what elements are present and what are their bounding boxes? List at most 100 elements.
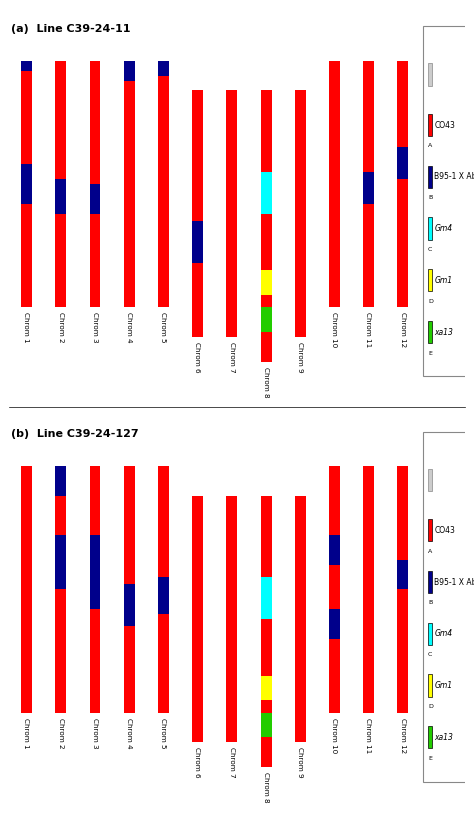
- Bar: [428, 675, 432, 696]
- Bar: [261, 308, 272, 332]
- Text: B: B: [428, 195, 432, 200]
- Bar: [124, 466, 135, 585]
- Text: xa13: xa13: [434, 733, 453, 742]
- Text: xa13: xa13: [434, 327, 453, 337]
- Bar: [124, 61, 135, 80]
- Text: Chrom 5: Chrom 5: [160, 313, 166, 343]
- Text: Chrom 12: Chrom 12: [400, 313, 406, 347]
- Bar: [90, 466, 100, 535]
- Bar: [124, 80, 135, 308]
- Text: B95-1 X Abhaya: B95-1 X Abhaya: [434, 172, 474, 181]
- Bar: [428, 64, 432, 85]
- Bar: [158, 76, 169, 308]
- Bar: [55, 61, 66, 179]
- Bar: [398, 61, 409, 147]
- Bar: [261, 577, 272, 619]
- Text: C: C: [428, 247, 432, 252]
- Bar: [261, 676, 272, 700]
- Bar: [295, 90, 306, 337]
- Bar: [55, 466, 66, 495]
- Text: Gm4: Gm4: [434, 224, 453, 233]
- Bar: [158, 466, 169, 577]
- Text: B95-1 X Abhaya: B95-1 X Abhaya: [434, 577, 474, 586]
- Bar: [158, 61, 169, 76]
- Bar: [21, 466, 32, 713]
- Bar: [261, 619, 272, 676]
- Bar: [124, 626, 135, 713]
- Bar: [428, 571, 432, 593]
- Bar: [227, 90, 237, 337]
- Bar: [261, 90, 272, 172]
- Bar: [158, 614, 169, 713]
- Bar: [261, 270, 272, 295]
- Text: B: B: [428, 600, 432, 605]
- Text: D: D: [428, 704, 433, 709]
- Bar: [261, 213, 272, 270]
- Bar: [363, 172, 374, 204]
- Text: C: C: [428, 653, 432, 657]
- Text: (a)  Line C39-24-11: (a) Line C39-24-11: [11, 24, 131, 34]
- Bar: [90, 184, 100, 213]
- Text: Chrom 3: Chrom 3: [92, 718, 98, 748]
- Text: Chrom 4: Chrom 4: [126, 718, 132, 748]
- Text: (b)  Line C39-24-127: (b) Line C39-24-127: [11, 429, 139, 439]
- Bar: [428, 469, 432, 490]
- Bar: [398, 179, 409, 308]
- Bar: [428, 114, 432, 136]
- Bar: [363, 466, 374, 713]
- Bar: [428, 623, 432, 645]
- Bar: [329, 535, 340, 565]
- Bar: [329, 609, 340, 638]
- Bar: [90, 61, 100, 184]
- Text: Chrom 8: Chrom 8: [263, 772, 269, 802]
- Text: Chrom 9: Chrom 9: [297, 747, 303, 777]
- Text: Gm4: Gm4: [434, 629, 453, 638]
- Bar: [21, 204, 32, 308]
- Text: Chrom 8: Chrom 8: [263, 366, 269, 397]
- Bar: [90, 535, 100, 609]
- Bar: [295, 495, 306, 743]
- Bar: [329, 466, 340, 535]
- Text: Chrom 7: Chrom 7: [228, 342, 235, 372]
- Text: Chrom 9: Chrom 9: [297, 342, 303, 372]
- Text: E: E: [428, 756, 432, 761]
- Bar: [261, 713, 272, 738]
- Bar: [261, 495, 272, 577]
- Bar: [261, 700, 272, 713]
- Bar: [192, 263, 203, 337]
- Text: Chrom 2: Chrom 2: [57, 718, 64, 748]
- Text: Chrom 6: Chrom 6: [194, 342, 201, 372]
- Bar: [398, 560, 409, 590]
- Bar: [428, 726, 432, 748]
- Bar: [329, 638, 340, 713]
- Bar: [261, 332, 272, 361]
- Bar: [192, 90, 203, 221]
- Text: Chrom 1: Chrom 1: [23, 718, 29, 748]
- Bar: [398, 466, 409, 560]
- Bar: [261, 738, 272, 767]
- Bar: [428, 218, 432, 240]
- Bar: [90, 213, 100, 308]
- Text: Gm1: Gm1: [434, 681, 453, 690]
- Bar: [124, 585, 135, 626]
- Text: Chrom 11: Chrom 11: [365, 313, 372, 347]
- Bar: [363, 61, 374, 172]
- Bar: [428, 519, 432, 542]
- Bar: [398, 147, 409, 179]
- Text: Chrom 4: Chrom 4: [126, 313, 132, 343]
- Text: Gm1: Gm1: [434, 276, 453, 284]
- Text: Chrom 6: Chrom 6: [194, 747, 201, 777]
- Text: D: D: [428, 299, 433, 304]
- Text: A: A: [428, 549, 432, 554]
- Bar: [428, 321, 432, 343]
- Bar: [158, 577, 169, 614]
- Text: CO43: CO43: [434, 121, 456, 130]
- Bar: [55, 495, 66, 535]
- Bar: [55, 179, 66, 213]
- Text: CO43: CO43: [434, 526, 456, 535]
- Bar: [428, 165, 432, 188]
- Bar: [363, 204, 374, 308]
- Text: Chrom 10: Chrom 10: [331, 313, 337, 347]
- Text: A: A: [428, 144, 432, 149]
- Bar: [55, 535, 66, 590]
